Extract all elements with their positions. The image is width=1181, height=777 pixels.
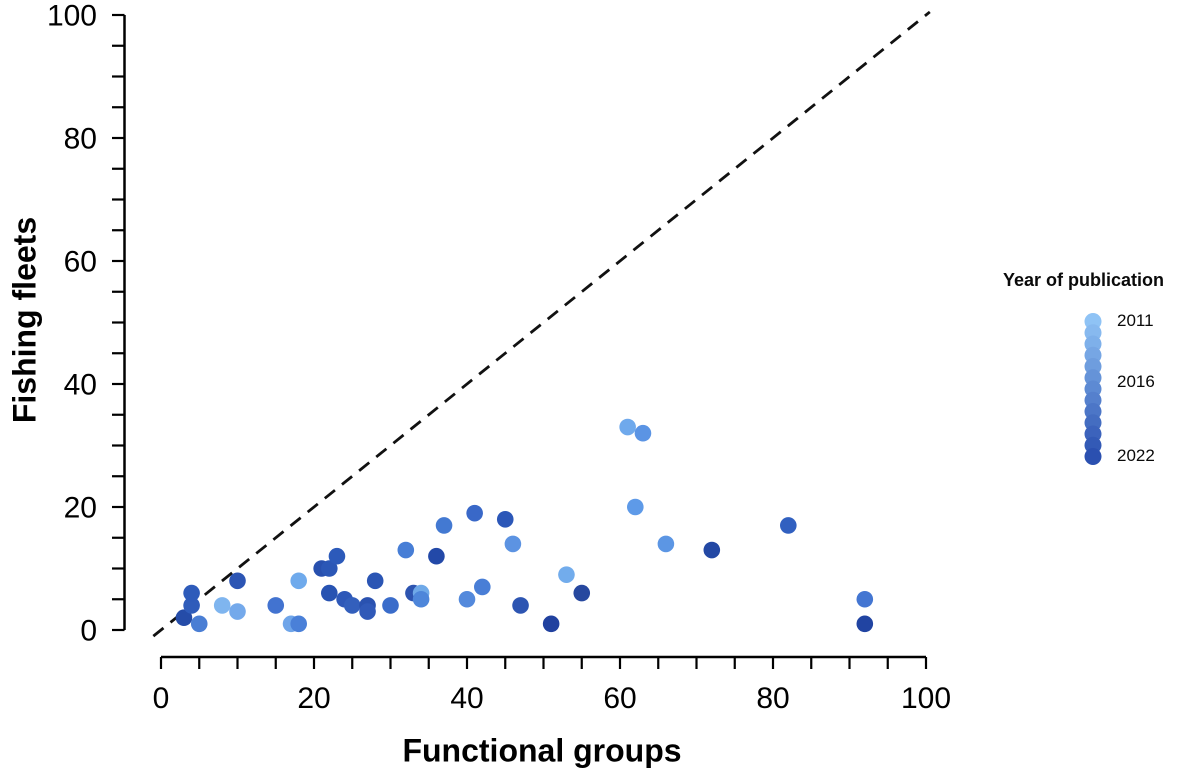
x-tick-label: 20 (297, 682, 330, 715)
data-point (175, 609, 193, 626)
data-point (321, 560, 338, 577)
y-tick-label: 20 (64, 492, 97, 525)
data-point (428, 547, 445, 565)
data-point (474, 578, 491, 596)
data-point (267, 597, 285, 614)
data-point (780, 517, 797, 534)
data-point (359, 603, 376, 620)
data-point (466, 504, 483, 522)
data-point (627, 498, 644, 516)
legend-title: Year of publication (1003, 270, 1165, 290)
data-point (542, 615, 560, 633)
data-point (343, 597, 361, 614)
data-point (397, 541, 415, 559)
data-point (229, 572, 246, 590)
data-point (382, 597, 399, 614)
x-tick-label: 40 (450, 682, 483, 715)
data-point (190, 615, 208, 633)
data-point (856, 590, 874, 608)
data-point (496, 511, 514, 528)
data-point (703, 541, 721, 559)
data-point (290, 572, 308, 590)
data-point (573, 584, 591, 602)
y-tick-label: 40 (64, 369, 97, 402)
data-point (558, 566, 575, 583)
data-point (328, 547, 346, 565)
y-axis-title: Fishing fleets (6, 216, 43, 424)
data-point (856, 615, 874, 633)
data-point (634, 424, 652, 442)
legend-year-label-2011: 2011 (1117, 311, 1154, 330)
x-axis-title: Functional groups (402, 732, 682, 769)
y-tick-label: 60 (64, 246, 97, 279)
data-point (512, 597, 529, 614)
data-point (366, 572, 384, 590)
data-point (290, 615, 308, 633)
data-point (229, 603, 246, 620)
data-point (321, 584, 338, 602)
data-point (183, 584, 200, 602)
x-tick-label: 80 (756, 682, 789, 715)
legend-gradient-dot (1084, 448, 1102, 465)
y-tick-label: 80 (64, 123, 97, 156)
data-point (504, 535, 522, 553)
data-point (657, 535, 675, 553)
legend-year-label-2022: 2022 (1117, 446, 1155, 465)
legend-year-label-2016: 2016 (1117, 372, 1155, 391)
x-tick-label: 60 (603, 682, 636, 715)
data-point (435, 517, 453, 534)
data-point (183, 597, 200, 614)
y-tick-label: 100 (47, 0, 97, 33)
data-point (619, 418, 636, 436)
data-point (412, 590, 430, 608)
data-point (458, 590, 476, 608)
data-point (213, 597, 231, 614)
x-tick-label: 100 (901, 682, 951, 715)
identity-dashed-line (152, 10, 931, 638)
y-tick-label: 0 (80, 615, 97, 648)
x-tick-label: 0 (153, 682, 170, 715)
